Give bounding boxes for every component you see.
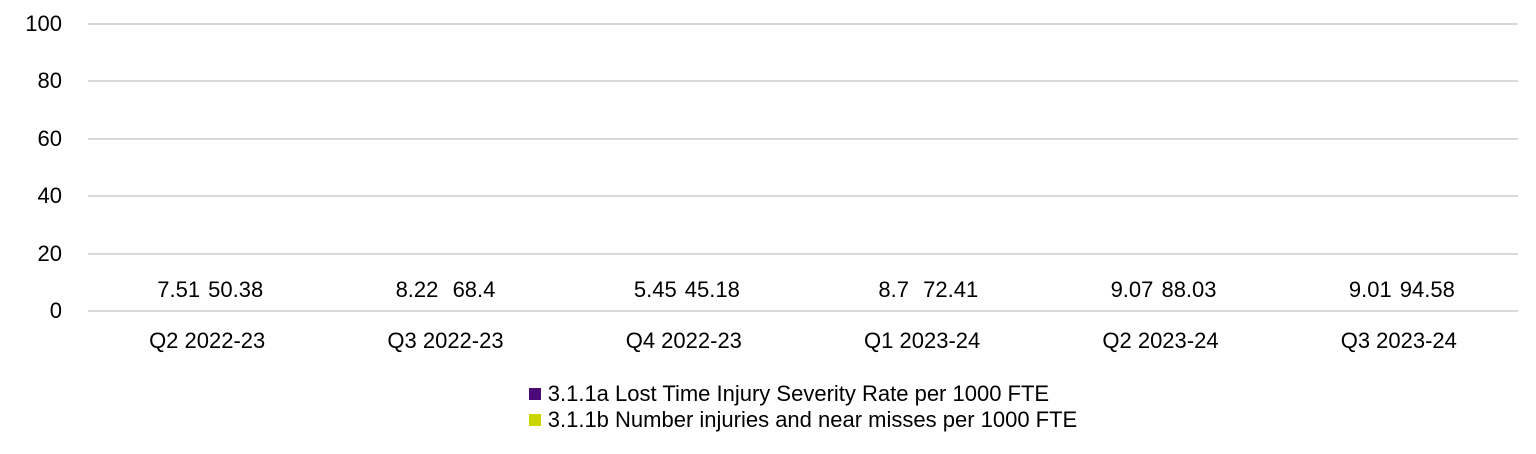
bar-group: 7.51 50.38 <box>88 24 326 311</box>
bar-value-label: 72.41 <box>923 277 979 302</box>
legend-swatch-icon <box>528 414 541 426</box>
legend-box: 3.1.1a Lost Time Injury Severity Rate pe… <box>528 381 1078 433</box>
gridline <box>88 195 1518 198</box>
bar-value-label: 9.07 <box>1110 277 1154 302</box>
bar-value-label: 88.03 <box>1161 277 1217 302</box>
x-tick-label: Q3 2023-24 <box>1340 328 1457 353</box>
y-tick-label: 40 <box>37 183 62 209</box>
bar-value-label: 68.4 <box>452 277 496 302</box>
bar-group: 8.22 68.4 <box>326 24 564 311</box>
legend-item: 3.1.1b Number injuries and near misses p… <box>528 407 1078 433</box>
y-tick-label: 80 <box>37 68 62 94</box>
legend-label: 3.1.1a Lost Time Injury Severity Rate pe… <box>547 381 1050 406</box>
x-tick-label: Q2 2023-24 <box>1102 328 1219 353</box>
legend-swatch-icon <box>528 388 541 400</box>
bar-value-label: 9.01 <box>1348 277 1392 302</box>
bar-value-label: 5.45 <box>633 277 677 302</box>
y-tick-label: 0 <box>49 298 62 323</box>
legend: 3.1.1a Lost Time Injury Severity Rate pe… <box>88 381 1518 433</box>
gridline <box>88 310 1518 312</box>
bar-group: 5.45 45.18 <box>565 24 803 311</box>
gridline <box>88 137 1518 140</box>
bar-value-label: 94.58 <box>1399 277 1455 302</box>
gridline <box>88 252 1518 255</box>
y-tick-label: 100 <box>25 11 62 36</box>
x-tick-label: Q3 2022-23 <box>387 328 504 353</box>
bar-value-label: 50.38 <box>208 277 264 302</box>
y-tick-label: 60 <box>37 125 62 151</box>
bar-group: 9.07 88.03 <box>1041 24 1279 311</box>
gridline <box>88 80 1518 83</box>
bar-group: 8.7 72.41 <box>803 24 1041 311</box>
legend-label: 3.1.1b Number injuries and near misses p… <box>547 407 1078 432</box>
bar-value-label: 8.22 <box>395 277 439 302</box>
x-axis: Q2 2022-23 Q3 2022-23 Q4 2022-23 Q1 2023-24… <box>88 328 1518 354</box>
x-tick-label: Q2 2022-23 <box>149 328 266 353</box>
bar-group: 9.01 94.58 <box>1280 24 1518 311</box>
x-tick-label: Q1 2023-24 <box>864 328 981 353</box>
gridline <box>88 23 1518 25</box>
bar-value-label: 8.7 <box>878 277 909 302</box>
bar-value-label: 7.51 <box>157 277 201 302</box>
bar-value-label: 45.18 <box>684 277 740 302</box>
y-tick-label: 20 <box>37 240 62 266</box>
legend-item: 3.1.1a Lost Time Injury Severity Rate pe… <box>528 381 1077 407</box>
x-tick-label: Q4 2022-23 <box>625 328 742 353</box>
plot-area: 0 20 40 60 80 100 7.51 50.38 8.22 68.4 5.45 45.18 8.… <box>25 11 1518 323</box>
